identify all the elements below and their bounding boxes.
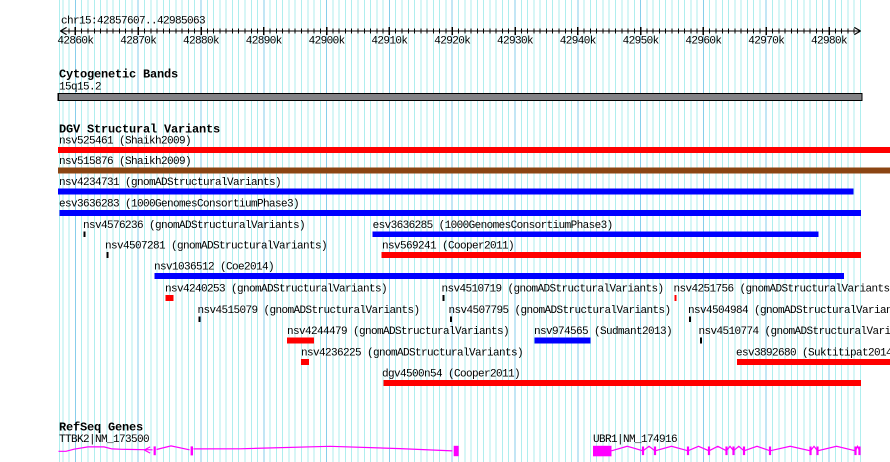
svg-text:42970k: 42970k <box>748 36 785 48</box>
svg-text:nsv4507281 (gnomADStructuralVa: nsv4507281 (gnomADStructuralVariants) <box>105 241 327 253</box>
svg-text:42880k: 42880k <box>183 36 220 48</box>
svg-text:nsv4510719 (gnomADStructuralVa: nsv4510719 (gnomADStructuralVariants) <box>442 284 664 296</box>
svg-text:TTBK2|NM_173500: TTBK2|NM_173500 <box>59 434 149 446</box>
svg-text:DGV Structural Variants: DGV Structural Variants <box>59 123 220 137</box>
svg-text:nsv4510774 (gnomADStructuralVa: nsv4510774 (gnomADStructuralVariants) <box>699 326 890 338</box>
svg-text:nsv1036512 (Coe2014): nsv1036512 (Coe2014) <box>154 262 274 274</box>
svg-text:42980k: 42980k <box>811 36 848 48</box>
svg-text:nsv4504984 (gnomADStructuralVa: nsv4504984 (gnomADStructuralVariants) <box>688 305 890 317</box>
svg-text:dgv4500n54 (Cooper2011): dgv4500n54 (Cooper2011) <box>382 369 520 381</box>
svg-text:nsv4576236 (gnomADStructuralVa: nsv4576236 (gnomADStructuralVariants) <box>83 220 305 232</box>
svg-text:nsv515876 (Shaikh2009): nsv515876 (Shaikh2009) <box>59 156 191 168</box>
svg-text:42890k: 42890k <box>246 36 283 48</box>
svg-text:nsv4240253 (gnomADStructuralVa: nsv4240253 (gnomADStructuralVariants) <box>165 284 387 296</box>
svg-text:esv3892680 (Suktitipat2014): esv3892680 (Suktitipat2014) <box>736 348 890 360</box>
svg-text:esv3636283 (1000GenomesConsort: esv3636283 (1000GenomesConsortiumPhase3) <box>59 199 299 211</box>
svg-text:42950k: 42950k <box>623 36 660 48</box>
svg-text:42960k: 42960k <box>685 36 722 48</box>
svg-text:nsv569241 (Cooper2011): nsv569241 (Cooper2011) <box>382 241 514 253</box>
svg-text:chr15:42857607..42985063: chr15:42857607..42985063 <box>61 15 205 27</box>
svg-text:42910k: 42910k <box>371 36 408 48</box>
svg-text:UBR1|NM_174916: UBR1|NM_174916 <box>593 434 677 446</box>
svg-text:42860k: 42860k <box>57 36 94 48</box>
svg-text:42930k: 42930k <box>497 36 534 48</box>
svg-text:nsv4507795 (gnomADStructuralVa: nsv4507795 (gnomADStructuralVariants) <box>449 305 671 317</box>
svg-text:nsv4236225 (gnomADStructuralVa: nsv4236225 (gnomADStructuralVariants) <box>301 348 523 360</box>
svg-text:15q15.2: 15q15.2 <box>59 82 101 94</box>
svg-text:esv3636285 (1000GenomesConsort: esv3636285 (1000GenomesConsortiumPhase3) <box>373 220 613 232</box>
svg-text:nsv525461 (Shaikh2009): nsv525461 (Shaikh2009) <box>59 136 191 148</box>
svg-text:nsv4251756 (gnomADStructuralVa: nsv4251756 (gnomADStructuralVariants) <box>674 284 890 296</box>
svg-text:42870k: 42870k <box>120 36 157 48</box>
svg-text:nsv4515079 (gnomADStructuralVa: nsv4515079 (gnomADStructuralVariants) <box>198 305 420 317</box>
svg-text:nsv974565 (Sudmant2013): nsv974565 (Sudmant2013) <box>534 326 672 338</box>
svg-text:Cytogenetic Bands: Cytogenetic Bands <box>59 68 178 82</box>
svg-text:42900k: 42900k <box>309 36 346 48</box>
svg-text:RefSeq Genes: RefSeq Genes <box>59 421 143 435</box>
svg-text:nsv4234731 (gnomADStructuralVa: nsv4234731 (gnomADStructuralVariants) <box>59 177 281 189</box>
svg-text:42940k: 42940k <box>560 36 597 48</box>
svg-text:nsv4244479 (gnomADStructuralVa: nsv4244479 (gnomADStructuralVariants) <box>287 326 509 338</box>
svg-text:42920k: 42920k <box>434 36 471 48</box>
